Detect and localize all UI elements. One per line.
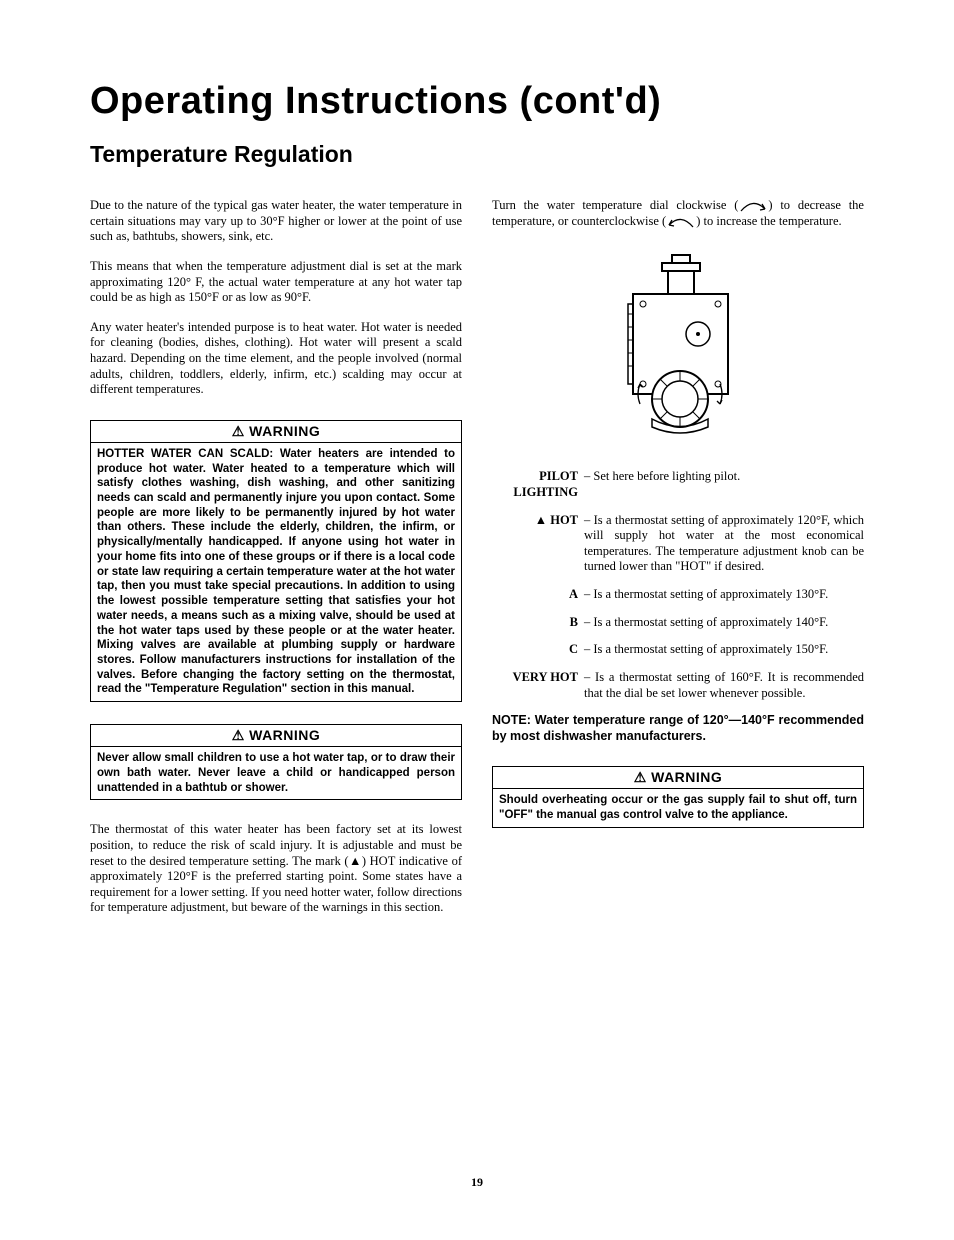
intro-paragraph-1: Due to the nature of the typical gas wat…	[90, 198, 462, 245]
setting-pilot-lighting: PILOT LIGHTING – Set here before lightin…	[492, 469, 864, 500]
setting-c: C – Is a thermostat setting of approxima…	[492, 642, 864, 658]
thermostat-factory-paragraph: The thermostat of this water heater has …	[90, 822, 462, 916]
thermostat-settings-list: PILOT LIGHTING – Set here before lightin…	[492, 469, 864, 701]
temperature-range-note: NOTE: Water temperature range of 120°—14…	[492, 713, 864, 744]
setting-desc: – Is a thermostat setting of approximate…	[584, 513, 864, 576]
dial-turn-text-c: ) to increase the temperature.	[696, 214, 841, 228]
clockwise-arrow-icon	[738, 199, 768, 213]
warning-box-children: ⚠ WARNING Never allow small children to …	[90, 724, 462, 800]
setting-very-hot: VERY HOT – Is a thermostat setting of 16…	[492, 670, 864, 701]
warning-body: Should overheating occur or the gas supp…	[493, 789, 863, 826]
warning-box-scald: ⚠ WARNING HOTTER WATER CAN SCALD: Water …	[90, 420, 462, 702]
setting-label: ▲ HOT	[492, 513, 584, 576]
setting-label: VERY HOT	[492, 670, 584, 701]
setting-hot: ▲ HOT – Is a thermostat setting of appro…	[492, 513, 864, 576]
setting-label: B	[540, 615, 584, 631]
warning-body: HOTTER WATER CAN SCALD: Water heaters ar…	[91, 443, 461, 701]
warning-heading: ⚠ WARNING	[493, 767, 863, 789]
warning-body: Never allow small children to use a hot …	[91, 747, 461, 799]
setting-desc: – Is a thermostat setting of approximate…	[584, 642, 864, 658]
setting-desc: – Is a thermostat setting of approximate…	[584, 587, 864, 603]
two-column-layout: Due to the nature of the typical gas wat…	[90, 198, 864, 930]
section-title: Temperature Regulation	[90, 141, 864, 168]
gas-valve-figure	[492, 249, 864, 444]
warning-heading: ⚠ WARNING	[91, 421, 461, 443]
warning-heading: ⚠ WARNING	[91, 725, 461, 747]
dial-turn-text-a: Turn the water temperature dial clockwis…	[492, 198, 738, 212]
page-title: Operating Instructions (cont'd)	[90, 80, 864, 123]
setting-label: C	[540, 642, 584, 658]
intro-paragraph-3: Any water heater's intended purpose is t…	[90, 320, 462, 398]
right-column: Turn the water temperature dial clockwis…	[492, 198, 864, 930]
setting-desc: – Set here before lighting pilot.	[584, 469, 864, 500]
setting-label: PILOT LIGHTING	[492, 469, 584, 500]
setting-b: B – Is a thermostat setting of approxima…	[492, 615, 864, 631]
setting-desc: – Is a thermostat setting of approximate…	[584, 615, 864, 631]
dial-turn-paragraph: Turn the water temperature dial clockwis…	[492, 198, 864, 229]
page-number: 19	[0, 1175, 954, 1190]
warning-box-overheating: ⚠ WARNING Should overheating occur or th…	[492, 766, 864, 827]
counterclockwise-arrow-icon	[666, 215, 696, 229]
setting-label: A	[540, 587, 584, 603]
setting-desc: – Is a thermostat setting of 160°F. It i…	[584, 670, 864, 701]
setting-a: A – Is a thermostat setting of approxima…	[492, 587, 864, 603]
intro-paragraph-2: This means that when the temperature adj…	[90, 259, 462, 306]
left-column: Due to the nature of the typical gas wat…	[90, 198, 462, 930]
